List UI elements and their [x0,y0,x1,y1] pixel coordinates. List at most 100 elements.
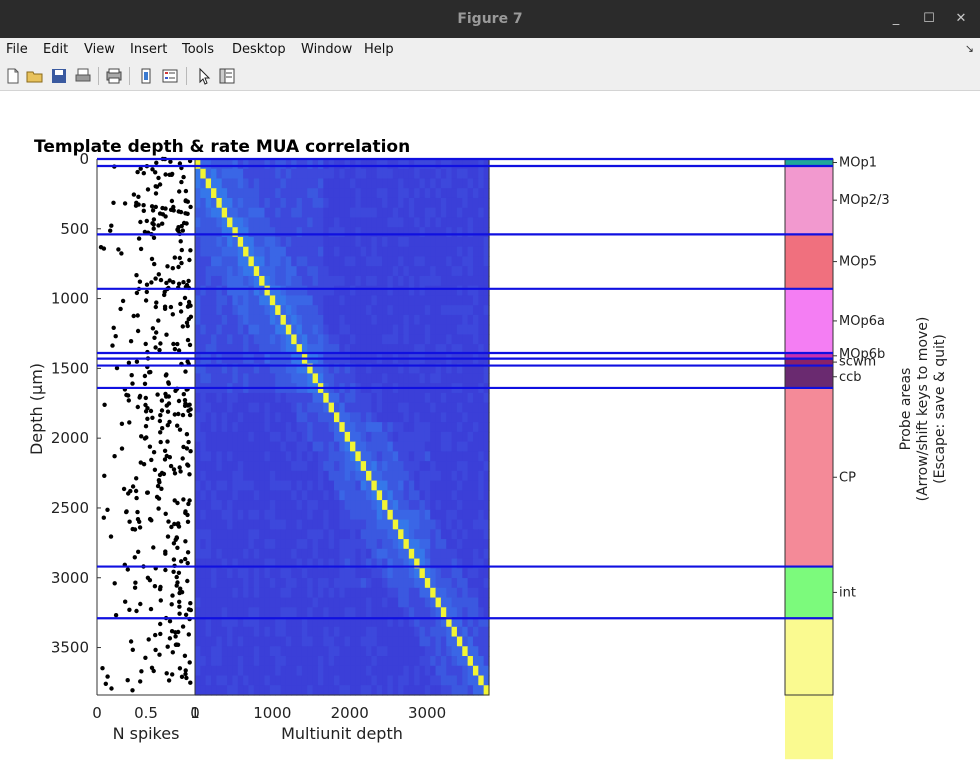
save-icon[interactable] [49,66,69,86]
menu-edit[interactable]: Edit [43,42,69,57]
edit-plot-arrow-icon[interactable] [194,66,214,86]
spike-dot [158,277,164,283]
spike-dot [177,465,182,470]
spike-dot [145,490,150,495]
maximize-icon[interactable]: ☐ [923,11,935,26]
spike-dot [134,359,140,364]
print-icon[interactable] [73,66,93,86]
spike-dot [126,393,131,398]
spike-dot [181,220,187,226]
spike-dot [101,515,107,520]
probe-axis-label-line: Probe areas [898,368,914,451]
spike-dot [153,276,158,281]
spike-dot [144,282,150,287]
spike-dot [160,426,165,431]
spike-dot [139,669,144,674]
print-preview-icon[interactable] [104,66,124,86]
spike-dot [105,507,110,512]
menu-file[interactable]: File [6,42,28,57]
menu-insert[interactable]: Insert [130,42,168,57]
spike-dot [177,189,182,194]
spike-dot [165,264,170,269]
spike-dot [158,413,163,418]
menu-view[interactable]: View [84,42,115,57]
spike-dot [127,519,132,524]
spike-dot [136,194,141,199]
spike-dot [141,208,146,213]
spike-dot [154,330,159,335]
spike-dot [170,312,175,317]
spike-dot [108,534,114,539]
spike-dot [178,209,184,215]
spike-dot [186,439,191,445]
spike-dot [135,328,141,334]
spike-dot [152,467,158,472]
spike-dot [156,478,162,483]
spike-dot [150,167,155,172]
spike-dot [160,212,166,217]
spike-dot [163,172,168,177]
nspikes-tick-label: 1 [190,704,200,722]
spike-dot [151,235,157,240]
boundary-lines [97,157,833,620]
close-icon[interactable]: ✕ [955,11,967,26]
spike-dot [105,674,110,679]
insert-legend-icon[interactable] [160,66,180,86]
spike-dot [175,500,180,506]
spike-dot [185,211,190,216]
property-inspector-icon[interactable] [217,66,237,86]
menu-desktop[interactable]: Desktop [232,42,286,57]
spike-dot [130,526,135,532]
spike-dot [183,668,188,673]
new-figure-icon[interactable] [3,66,23,86]
spike-dot [164,453,169,459]
spike-dot [155,392,160,397]
spike-dot [181,280,186,285]
spike-dot [185,519,191,524]
probe-area-label: int [839,585,856,600]
spike-dot [156,272,161,277]
figure-canvas: Template depth & rate MUA correlation MO… [27,137,948,760]
spike-dot [119,446,125,451]
spike-dot [120,298,126,304]
spike-dot [136,236,142,241]
open-file-icon[interactable] [25,66,45,86]
depth-tick-label: 3500 [51,639,89,657]
spike-dot [163,567,168,573]
spike-dot [113,334,118,339]
spike-dot [113,613,119,618]
spike-dot [172,471,178,476]
spike-dot [182,295,188,301]
probe-area-cp [785,387,833,567]
menu-overflow-icon[interactable]: ↘ [964,42,974,55]
spike-dot [171,280,176,285]
probe-area-mop1 [785,159,833,166]
spike-dot [172,346,178,352]
spike-dot [128,639,134,644]
spike-dot [169,198,175,204]
minimize-icon[interactable]: _ [892,11,900,26]
spike-dot [148,408,154,414]
spike-dot [167,419,172,425]
spike-dot [166,678,172,683]
spike-dot [178,309,184,314]
link-plot-icon[interactable] [136,66,156,86]
nspikes-tick-label: 0.5 [134,704,158,722]
spike-dot [166,394,171,399]
spike-dot [134,290,140,296]
spike-dot [163,206,168,211]
menu-window[interactable]: Window [301,42,353,57]
spike-dot [147,444,153,449]
spike-dot [186,463,191,468]
menu-tools[interactable]: Tools [182,42,215,57]
spike-dot [153,647,158,653]
spike-dot [186,408,191,413]
spike-dot [185,337,191,343]
spike-dot [109,686,114,691]
spike-dot [184,675,189,681]
spike-dot [134,200,139,205]
menu-help[interactable]: Help [364,42,394,57]
spike-dot [188,601,193,606]
probe-area-mop6b [785,353,833,359]
